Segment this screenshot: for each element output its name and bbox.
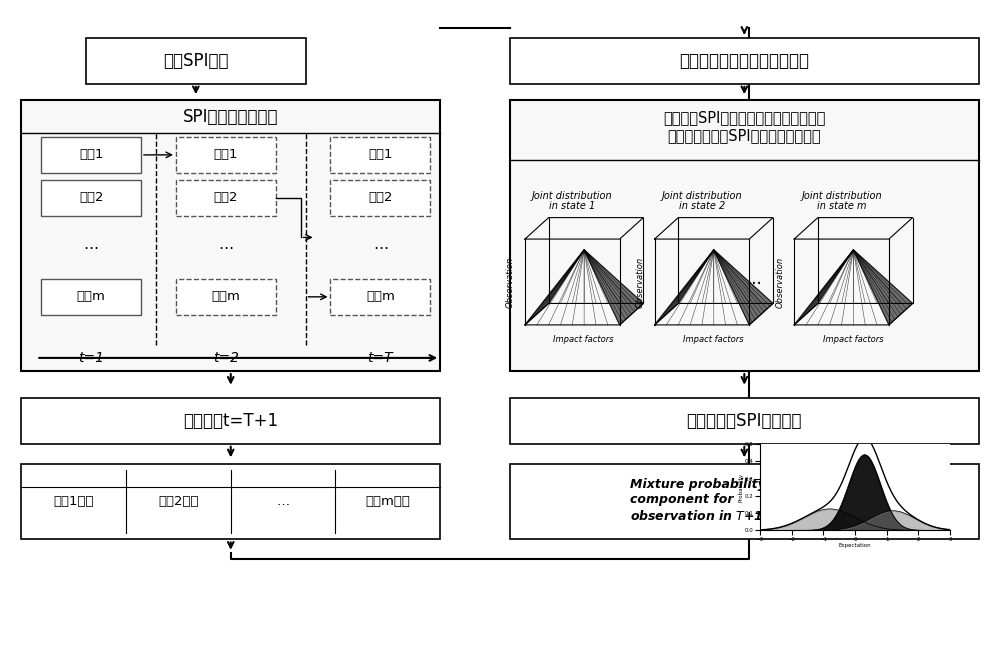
Text: 状态m: 状态m <box>77 290 106 304</box>
FancyBboxPatch shape <box>330 180 430 216</box>
FancyBboxPatch shape <box>41 137 141 173</box>
Text: 状态1: 状态1 <box>79 149 103 161</box>
Text: 状态预测t=T+1: 状态预测t=T+1 <box>183 412 278 430</box>
Text: Joint distribution: Joint distribution <box>662 191 742 201</box>
Text: Impact factors: Impact factors <box>683 335 744 344</box>
Text: …: … <box>373 237 388 251</box>
FancyBboxPatch shape <box>41 180 141 216</box>
Text: 状态1概率: 状态1概率 <box>53 495 94 508</box>
Text: Impact factors: Impact factors <box>823 335 883 344</box>
FancyBboxPatch shape <box>330 137 430 173</box>
Text: in state 2: in state 2 <box>679 201 725 211</box>
FancyBboxPatch shape <box>176 180 276 216</box>
Text: SPI指数的状态空间: SPI指数的状态空间 <box>183 108 278 126</box>
Text: …: … <box>218 237 233 251</box>
FancyBboxPatch shape <box>21 463 440 540</box>
Text: 状态2: 状态2 <box>214 192 238 204</box>
Y-axis label: Probability: Probability <box>739 473 744 502</box>
Text: 状态2: 状态2 <box>79 192 103 204</box>
Text: Impact factors: Impact factors <box>553 335 614 344</box>
Text: 通过构建SPI和影响因子的联合概率，预
测每个状态下的SPI指数条件概率分布: 通过构建SPI和影响因子的联合概率，预 测每个状态下的SPI指数条件概率分布 <box>663 111 826 143</box>
FancyBboxPatch shape <box>510 463 979 540</box>
Text: Joint distribution: Joint distribution <box>801 191 882 201</box>
Text: 分析每个状态的影响因子集合: 分析每个状态的影响因子集合 <box>679 52 809 70</box>
Text: 状态2概率: 状态2概率 <box>158 495 199 508</box>
Text: 状态m概率: 状态m概率 <box>365 495 410 508</box>
Text: 状态2: 状态2 <box>368 192 393 204</box>
Text: 状态1: 状态1 <box>214 149 238 161</box>
FancyBboxPatch shape <box>176 137 276 173</box>
FancyBboxPatch shape <box>510 38 979 84</box>
Text: 状态m: 状态m <box>211 290 240 304</box>
Text: Joint distribution: Joint distribution <box>532 191 613 201</box>
Text: Observation: Observation <box>775 257 784 308</box>
Text: 状态m: 状态m <box>366 290 395 304</box>
FancyBboxPatch shape <box>330 278 430 315</box>
FancyBboxPatch shape <box>41 278 141 315</box>
Polygon shape <box>655 250 773 325</box>
FancyBboxPatch shape <box>510 398 979 444</box>
Polygon shape <box>525 250 643 325</box>
Text: t=2: t=2 <box>213 351 239 365</box>
Text: Mixture probability
component for
observation in $T$+1 step: Mixture probability component for observ… <box>630 478 799 525</box>
FancyBboxPatch shape <box>176 278 276 315</box>
FancyBboxPatch shape <box>510 100 979 371</box>
Text: 状态1: 状态1 <box>368 149 393 161</box>
Polygon shape <box>794 250 913 325</box>
FancyBboxPatch shape <box>21 398 440 444</box>
Text: t=1: t=1 <box>78 351 104 365</box>
Text: Observation: Observation <box>636 257 645 308</box>
Text: ...: ... <box>746 270 762 288</box>
FancyBboxPatch shape <box>21 100 440 371</box>
FancyBboxPatch shape <box>86 38 306 84</box>
Text: in state m: in state m <box>817 201 866 211</box>
Text: …: … <box>277 495 290 508</box>
Text: in state 1: in state 1 <box>549 201 595 211</box>
Text: 提取SPI指数: 提取SPI指数 <box>163 52 229 70</box>
Text: 权重结合的SPI预测分布: 权重结合的SPI预测分布 <box>687 412 802 430</box>
Text: Observation: Observation <box>506 257 515 308</box>
Text: …: … <box>84 237 99 251</box>
Text: t=T: t=T <box>368 351 393 365</box>
X-axis label: Expectation: Expectation <box>839 543 871 548</box>
